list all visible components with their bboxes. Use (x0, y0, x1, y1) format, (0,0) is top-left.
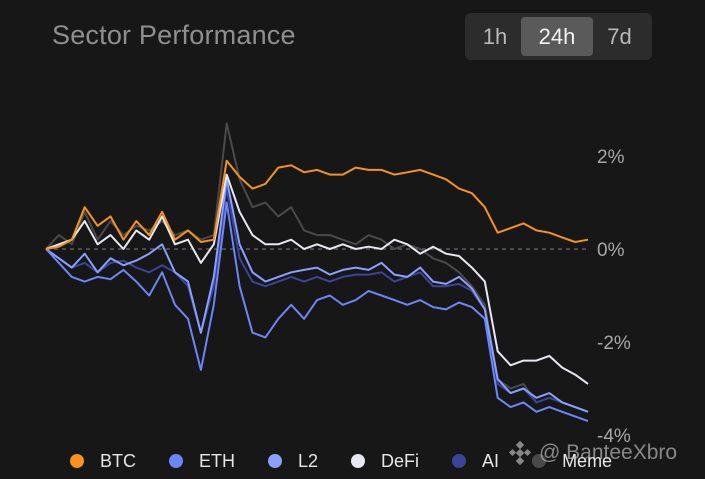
series-line-l2 (45, 178, 589, 413)
y-tick-label: -4% (597, 426, 631, 447)
legend-dot-eth (169, 454, 183, 468)
legend-label-l2: L2 (298, 450, 319, 471)
series-line-defi (45, 173, 589, 385)
legend-item-l2[interactable]: L2 (268, 451, 318, 472)
timeframe-1h-button[interactable]: 1h (482, 23, 508, 49)
y-tick-label: 0% (597, 240, 625, 261)
series-line-btc (45, 159, 589, 250)
series-line-eth (45, 201, 589, 423)
legend: BTC ETH L2 DeFi AI Meme (70, 449, 645, 473)
legend-item-meme[interactable]: Meme (532, 451, 612, 472)
legend-dot-l2 (268, 454, 282, 468)
legend-label-meme: Meme (562, 450, 613, 471)
binance-logo-icon (508, 440, 532, 466)
timeframe-24h-button[interactable]: 24h (521, 17, 593, 56)
chart-title: Sector Performance (52, 20, 296, 50)
y-tick-label: 2% (597, 147, 625, 168)
legend-label-eth: ETH (199, 450, 235, 471)
legend-item-defi[interactable]: DeFi (351, 451, 419, 472)
y-tick-label: -2% (597, 333, 631, 354)
legend-item-btc[interactable]: BTC (70, 451, 136, 472)
timeframe-7d-button[interactable]: 7d (607, 23, 632, 49)
legend-dot-ai (452, 454, 467, 468)
legend-dot-meme (532, 454, 547, 468)
watermark: @ BanteeXbro (507, 440, 677, 466)
watermark-text: @ BanteeXbro (539, 441, 678, 464)
timeframe-selector: 1h 24h 7d (465, 13, 652, 60)
legend-dot-btc (70, 454, 84, 468)
legend-label-defi: DeFi (381, 450, 420, 471)
series-line-ai (45, 187, 589, 413)
legend-item-eth[interactable]: ETH (169, 451, 235, 472)
legend-label-ai: AI (482, 450, 500, 471)
legend-label-btc: BTC (100, 450, 136, 471)
legend-dot-defi (351, 454, 366, 468)
legend-item-ai[interactable]: AI (452, 451, 499, 472)
